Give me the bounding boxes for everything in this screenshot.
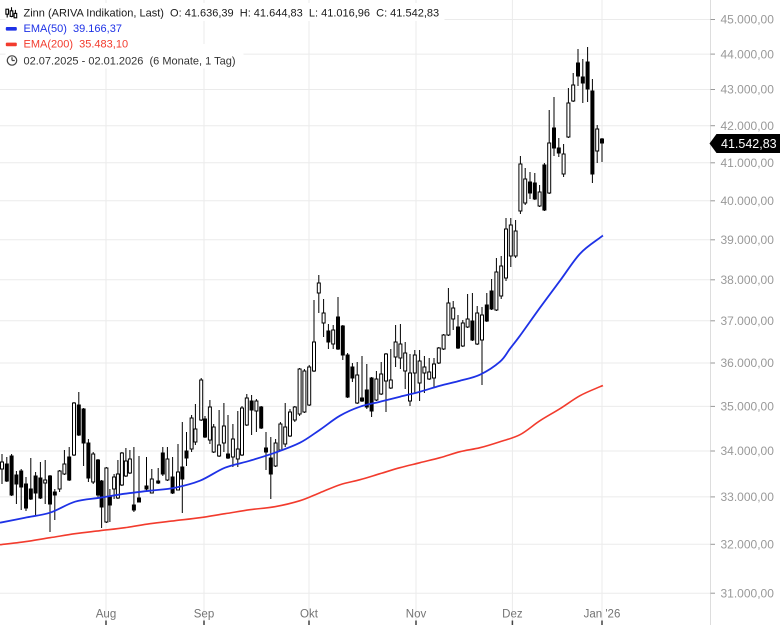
- svg-text:41.542,83: 41.542,83: [721, 137, 777, 151]
- svg-text:44.000,00: 44.000,00: [721, 47, 775, 61]
- svg-text:Okt: Okt: [300, 609, 319, 621]
- svg-text:41.000,00: 41.000,00: [721, 156, 775, 170]
- svg-text:39.000,00: 39.000,00: [721, 233, 775, 247]
- svg-text:38.000,00: 38.000,00: [721, 273, 775, 287]
- svg-text:Jan '26: Jan '26: [584, 609, 621, 621]
- svg-text:42.000,00: 42.000,00: [721, 119, 775, 133]
- svg-text:EMA(200) 35.483,10: EMA(200) 35.483,10: [24, 39, 129, 51]
- svg-text:34.000,00: 34.000,00: [721, 444, 775, 458]
- svg-text:Zinn (ARIVA Indikation, Last): Zinn (ARIVA Indikation, Last) O: 41.636,…: [24, 8, 440, 20]
- svg-text:EMA(50) 39.166,37: EMA(50) 39.166,37: [24, 23, 122, 35]
- svg-text:40.000,00: 40.000,00: [721, 194, 775, 208]
- svg-text:45.000,00: 45.000,00: [721, 13, 775, 27]
- svg-text:36.000,00: 36.000,00: [721, 356, 775, 370]
- svg-text:32.000,00: 32.000,00: [721, 538, 775, 552]
- svg-text:31.000,00: 31.000,00: [721, 586, 775, 600]
- svg-text:33.000,00: 33.000,00: [721, 490, 775, 504]
- svg-text:35.000,00: 35.000,00: [721, 400, 775, 414]
- svg-text:43.000,00: 43.000,00: [721, 83, 775, 97]
- svg-text:Sep: Sep: [194, 609, 214, 621]
- svg-text:37.000,00: 37.000,00: [721, 314, 775, 328]
- svg-text:02.07.2025 - 02.01.2026 (6 Mo: 02.07.2025 - 02.01.2026 (6 Monate, 1 Tag…: [24, 56, 236, 68]
- svg-text:Aug: Aug: [96, 609, 116, 621]
- svg-text:Dez: Dez: [502, 609, 523, 621]
- svg-text:Nov: Nov: [406, 609, 427, 621]
